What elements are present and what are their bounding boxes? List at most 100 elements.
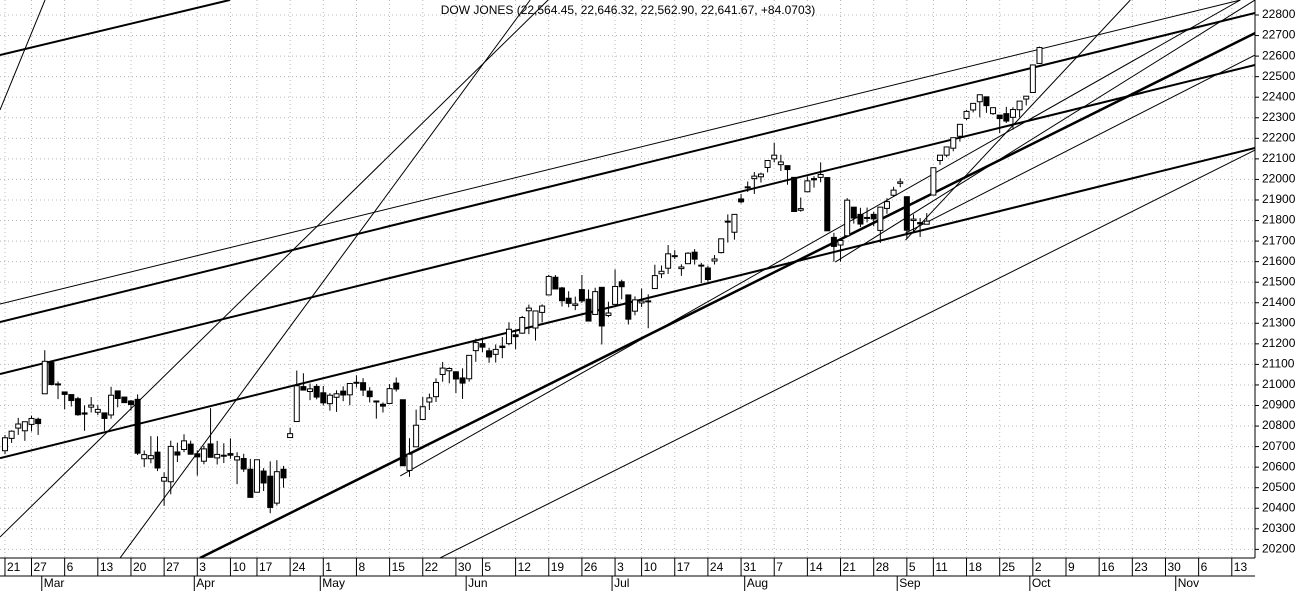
x-tick-label: 8 — [358, 560, 365, 574]
candle-body — [121, 396, 128, 404]
candle-body — [41, 360, 48, 395]
candle-body — [519, 317, 526, 334]
x-tick-label: 10 — [232, 560, 246, 574]
trendline — [199, 31, 1255, 558]
candle-body — [353, 381, 360, 384]
candle-body — [101, 412, 108, 419]
candle-body — [466, 354, 473, 380]
x-tick-label: 24 — [292, 560, 306, 574]
x-tick-label: 22 — [425, 560, 439, 574]
candle-body — [877, 206, 884, 231]
candle-body — [539, 305, 546, 313]
x-tick-label: 30 — [1167, 560, 1181, 574]
y-tick-label: 21000 — [1262, 377, 1296, 391]
candle-body — [883, 201, 890, 209]
candle-body — [917, 222, 924, 225]
candle-body — [174, 451, 181, 456]
candle-body — [585, 298, 592, 322]
y-tick-label: 22100 — [1262, 151, 1296, 165]
candle-body — [141, 454, 148, 460]
y-tick-label: 21600 — [1262, 254, 1296, 268]
candle-body — [870, 213, 877, 220]
y-tick-label: 21100 — [1262, 357, 1295, 371]
candles — [1, 46, 1043, 514]
x-tick-label: 1 — [325, 560, 332, 574]
candle-body — [784, 165, 791, 171]
candle-body — [764, 160, 771, 169]
y-tick-label: 20400 — [1262, 500, 1296, 514]
candle-body — [234, 456, 241, 461]
candle-body — [161, 476, 168, 482]
candle-body — [983, 96, 990, 107]
x-tick-label: 13 — [100, 560, 114, 574]
candle-body — [751, 175, 758, 180]
y-tick-label: 22600 — [1262, 48, 1296, 62]
candle-body — [479, 343, 486, 348]
candle-body — [94, 408, 101, 413]
candle-body — [320, 392, 327, 404]
candle-body — [658, 270, 665, 275]
candle-body — [598, 286, 605, 327]
x-tick-label: 2 — [1035, 560, 1042, 574]
trendline — [834, 0, 1255, 263]
x-tick-label: 11 — [935, 560, 948, 574]
candle-body — [499, 345, 506, 349]
candle-body — [552, 276, 559, 290]
candle-body — [890, 189, 897, 196]
month-label: Nov — [1178, 576, 1199, 590]
y-tick-label: 22400 — [1262, 89, 1296, 103]
x-tick-label: 5 — [909, 560, 916, 574]
candle-body — [797, 208, 804, 211]
candle-body — [486, 350, 493, 358]
candle-body — [28, 417, 35, 425]
candle-body — [1023, 95, 1030, 100]
candle-body — [253, 459, 260, 493]
candle-body — [48, 362, 55, 386]
x-tick-label: 6 — [67, 560, 74, 574]
candle-body — [625, 294, 632, 320]
candle-body — [472, 342, 479, 352]
candle-body — [665, 253, 672, 269]
candle-body — [903, 196, 910, 231]
x-tick-label: 19 — [551, 560, 565, 574]
candle-body — [61, 391, 68, 395]
month-label: Mar — [44, 576, 65, 590]
candle-body — [704, 267, 711, 281]
y-tick-label: 20700 — [1262, 439, 1296, 453]
y-tick-label: 20900 — [1262, 398, 1296, 412]
candle-body — [147, 455, 154, 460]
y-tick-label: 21800 — [1262, 213, 1296, 227]
y-tick-label: 20500 — [1262, 480, 1296, 494]
candle-body — [897, 181, 904, 184]
x-tick-label: 17 — [259, 560, 273, 574]
x-tick-label: 12 — [518, 560, 532, 574]
candle-body — [804, 180, 811, 193]
chart-title: DOW JONES (22,564.45, 22,646.32, 22,562.… — [441, 3, 816, 17]
candle-body — [333, 393, 340, 398]
candle-body — [187, 443, 194, 455]
candle-body — [771, 154, 778, 160]
candle-body — [777, 161, 784, 166]
candle-body — [393, 382, 400, 390]
candle-body — [565, 297, 572, 304]
candle-body — [399, 399, 406, 467]
x-tick-label: 27 — [166, 560, 180, 574]
y-tick-label: 21900 — [1262, 192, 1296, 206]
candle-body — [990, 107, 997, 115]
candle-body — [698, 264, 705, 267]
candle-body — [81, 412, 88, 415]
candle-body — [844, 199, 851, 237]
candle-body — [578, 289, 585, 302]
trendline — [0, 0, 1241, 305]
candle-body — [612, 286, 619, 305]
month-label: Sep — [899, 576, 921, 590]
candle-body — [21, 421, 28, 432]
candle-body — [691, 251, 698, 260]
candle-body — [837, 239, 844, 246]
candle-body — [108, 394, 115, 416]
x-tick-label: 20 — [133, 560, 147, 574]
candle-body — [313, 385, 320, 398]
candle-body — [446, 368, 453, 372]
x-tick-label: 28 — [876, 560, 890, 574]
